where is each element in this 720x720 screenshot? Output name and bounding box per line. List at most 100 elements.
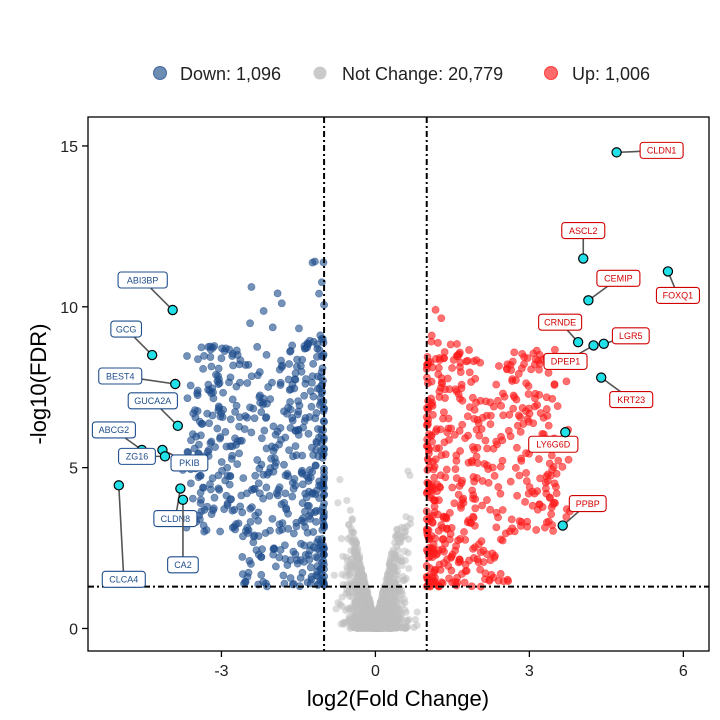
point-up xyxy=(523,354,532,363)
point-up xyxy=(496,569,505,578)
gene-label: PPBP xyxy=(576,499,600,509)
legend-item-down: Down: 1,096 xyxy=(153,64,281,84)
gene-label: ZG16 xyxy=(126,452,149,462)
point-down xyxy=(311,461,320,470)
point-up xyxy=(510,348,519,357)
point-not-change xyxy=(394,530,402,538)
x-tick-label: 0 xyxy=(371,663,380,680)
point-up xyxy=(508,375,517,383)
y-axis-title: -log10(FDR) xyxy=(26,323,51,444)
point-up xyxy=(454,350,462,359)
point-up xyxy=(477,537,486,546)
panel-border xyxy=(87,116,710,652)
point-down xyxy=(257,434,266,443)
callout-box xyxy=(101,570,146,588)
point-up xyxy=(447,566,456,575)
point-not-change xyxy=(403,617,412,625)
point-up xyxy=(441,394,449,402)
point-down xyxy=(292,451,301,460)
callout-box xyxy=(91,421,136,439)
point-up xyxy=(516,413,524,422)
point-down xyxy=(317,278,326,287)
point-up xyxy=(529,419,538,428)
point-down xyxy=(214,371,222,380)
gene-label: ASCL2 xyxy=(569,226,598,236)
point-up xyxy=(538,503,547,511)
point-up xyxy=(544,517,553,526)
point-up xyxy=(520,360,528,369)
point-up xyxy=(432,425,441,434)
point-up xyxy=(528,501,537,510)
point-up xyxy=(456,394,464,403)
point-down xyxy=(262,351,271,359)
point-not-change xyxy=(332,605,340,613)
point-up xyxy=(456,535,465,543)
gene-label: DPEP1 xyxy=(551,357,581,367)
point-down xyxy=(290,475,299,483)
point-up xyxy=(545,459,554,468)
point-down xyxy=(315,289,323,298)
point-down xyxy=(227,455,236,463)
point-up xyxy=(456,358,465,367)
point-down xyxy=(268,378,276,387)
point-not-change xyxy=(334,499,342,507)
point-up xyxy=(552,489,561,498)
callout-box xyxy=(170,454,209,472)
point-not-change xyxy=(386,570,394,578)
point-down xyxy=(244,568,253,577)
point-down xyxy=(194,355,202,364)
point-down xyxy=(320,499,328,508)
y-tick-label: 15 xyxy=(60,139,78,156)
y-axis: 0 5 10 15 xyxy=(60,139,88,638)
point-down xyxy=(228,395,237,404)
gene-label: KRT23 xyxy=(617,395,645,405)
point-up xyxy=(518,404,527,412)
point-not-change xyxy=(330,571,338,579)
point-down xyxy=(304,477,313,485)
point-up xyxy=(536,474,545,483)
x-tick-label: 6 xyxy=(679,663,688,680)
point-down xyxy=(277,363,286,371)
legend-label-down: Down: 1,096 xyxy=(180,64,281,84)
point-up xyxy=(457,380,466,389)
point-up xyxy=(448,578,457,587)
point-up xyxy=(463,412,472,421)
point-up xyxy=(457,503,465,512)
highlighted-gene-point xyxy=(172,420,184,432)
point-down xyxy=(213,424,222,433)
point-not-change xyxy=(355,555,364,563)
point-not-change xyxy=(357,568,366,576)
point-down xyxy=(231,434,239,443)
point-down xyxy=(307,572,316,581)
point-up xyxy=(460,528,468,536)
point-down xyxy=(223,471,232,480)
point-not-change xyxy=(402,623,410,631)
point-not-change xyxy=(362,621,370,629)
gene-label: CLCA4 xyxy=(109,575,138,585)
callout-box xyxy=(561,221,606,240)
highlighted-gene-point xyxy=(611,147,622,158)
point-down xyxy=(312,506,321,515)
point-up xyxy=(550,345,559,354)
point-down xyxy=(207,362,216,371)
point-down xyxy=(247,560,255,568)
point-not-change xyxy=(352,572,361,580)
point-down xyxy=(319,545,327,553)
point-not-change xyxy=(375,611,383,619)
legend-swatch-down xyxy=(153,66,167,80)
point-down xyxy=(307,402,316,411)
data-points xyxy=(178,257,574,633)
point-down xyxy=(317,389,326,398)
point-not-change xyxy=(370,618,378,627)
point-down xyxy=(246,403,254,412)
point-down xyxy=(300,344,309,353)
point-up xyxy=(512,395,521,404)
point-down xyxy=(257,570,266,579)
point-down xyxy=(275,526,284,535)
point-not-change xyxy=(380,597,388,605)
legend-item-up: Up: 1,006 xyxy=(544,64,650,84)
point-up xyxy=(449,356,458,364)
point-up xyxy=(440,438,449,447)
point-up xyxy=(430,473,439,482)
point-up xyxy=(513,491,522,500)
